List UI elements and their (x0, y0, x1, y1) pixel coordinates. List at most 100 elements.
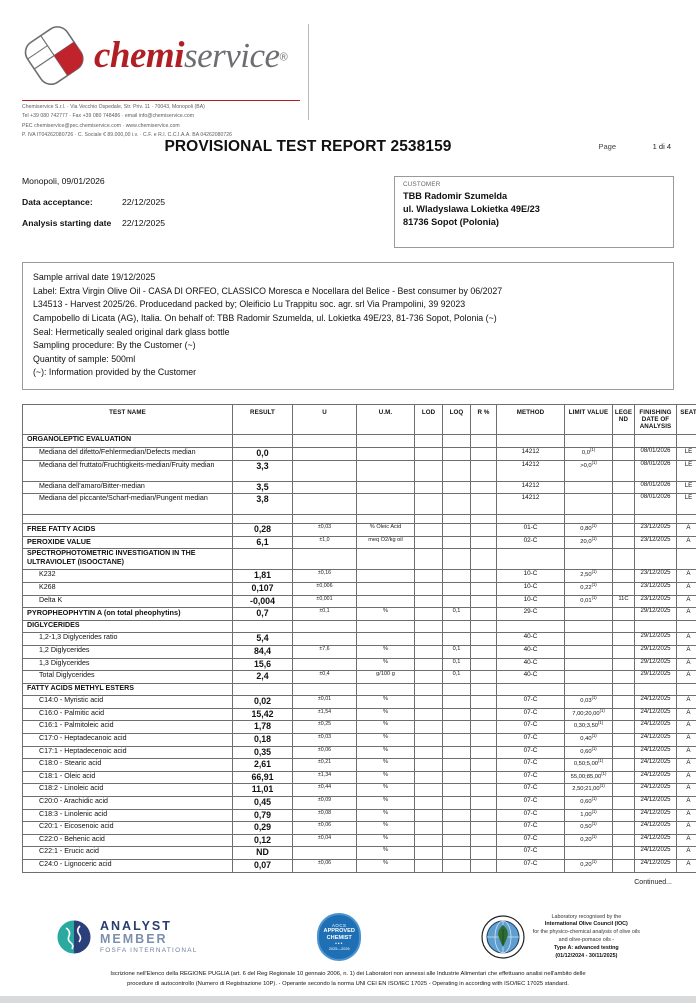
cell-um (356, 446, 415, 461)
cell-seat: LE (676, 480, 696, 495)
empty-cell (496, 682, 565, 697)
row-label: Delta K (39, 595, 63, 604)
cell-lod (414, 594, 443, 609)
empty-cell (414, 548, 443, 571)
empty-cell (470, 682, 497, 697)
cell-loq (442, 632, 471, 646)
cell-name: Mediana del piccante/Scharf-median/Punge… (22, 493, 233, 516)
empty-cell (634, 434, 677, 448)
cell-seat: LE (676, 493, 696, 516)
cell-name: C22:0 - Behenic acid (22, 833, 233, 848)
cell-name: PEROXIDE VALUE (22, 535, 233, 550)
empty-cell (470, 434, 497, 448)
cell-legend (612, 670, 635, 684)
cell-lod (414, 733, 443, 747)
cell-r (470, 796, 497, 810)
cell-method: 40-C (496, 632, 565, 646)
cell-legend (612, 480, 635, 495)
cell-name: Mediana del fruttato/Fruchtigkeits-media… (22, 459, 233, 482)
table-row: C24:0 - Lignoceric acid 0,07 ±0,06% 07-C 0,2… (22, 859, 696, 873)
cell-finish: 24/12/2025 (634, 833, 677, 848)
empty-cell (442, 434, 471, 448)
cell-um (356, 480, 415, 495)
table-section-header-row: FATTY ACIDS METHYL ESTERS (22, 682, 696, 697)
empty-cell (496, 619, 565, 634)
letterhead: chemiservice® (22, 0, 674, 120)
limit-footnote-marker: (1) (591, 733, 597, 739)
row-label: C17:0 - Heptadecanoic acid (39, 734, 127, 743)
cell-name: C20:1 - Eicosenoic acid (22, 821, 233, 835)
row-label: 1,3 Diglycerides (39, 658, 90, 667)
cell-limit: 55,00;85,00(1) (564, 770, 613, 785)
company-logo: chemiservice® (22, 24, 288, 86)
cell-u: ±1,0 (292, 535, 357, 550)
cell-method: 14212 (496, 493, 565, 516)
cell-limit: 0,80(1) (564, 523, 613, 537)
cell-legend (612, 821, 635, 835)
cell-name: C18:0 - Stearic acid (22, 758, 233, 772)
table-row: K268 0,107 ±0,006 10-C 0,22(1) 23/12/2025 A (22, 581, 696, 596)
table-row: PEROXIDE VALUE 6,1 ±1,0 meq O2/kg oil 02-C 20… (22, 535, 696, 550)
aocs-title: APPROVED CHEMIST (323, 928, 355, 941)
sample-line: Sampling procedure: By the Customer (~) (33, 340, 196, 351)
cell-result: ND (232, 846, 293, 860)
limit-footnote-marker: (1) (591, 808, 597, 814)
cell-result: 0,35 (232, 745, 293, 760)
limit-footnote-marker: (1) (591, 796, 597, 802)
cell-name: C17:0 - Heptadecanoic acid (22, 733, 233, 747)
empty-cell (356, 619, 415, 634)
page-number: 1 di 4 (652, 142, 671, 151)
cell-u: ±0,08 (292, 808, 357, 823)
cell-name: Total Diglycerides (22, 670, 233, 684)
limit-footnote-marker: (1) (591, 569, 597, 575)
cell-u: ±0,03 (292, 733, 357, 747)
empty-cell (442, 682, 471, 697)
fosfa-international: FOSFA INTERNATIONAL (100, 946, 198, 954)
cell-u (292, 632, 357, 646)
customer-box: CUSTOMER TBB Radomir Szumelda ul. Wladys… (394, 176, 674, 248)
cell-lod (414, 493, 443, 516)
page-title: PROVISIONAL TEST REPORT 2538159 (164, 138, 452, 155)
cell-um: % (356, 808, 415, 823)
cell-u: ±1,34 (292, 770, 357, 785)
empty-cell (22, 514, 233, 525)
cell-result: 11,01 (232, 783, 293, 798)
cell-u: ±0,04 (292, 833, 357, 848)
cell-method: 07-C (496, 783, 565, 798)
cell-result: 5,4 (232, 632, 293, 646)
cell-limit: 0,03(1) (564, 695, 613, 709)
cell-u (292, 480, 357, 495)
cell-r (470, 670, 497, 684)
ioc-text: Laboratory recognised by the Internation… (533, 914, 640, 961)
cell-um (356, 632, 415, 646)
limit-footnote-marker: (1) (591, 695, 597, 701)
customer-street: ul. Wladyslawa Lokietka 49E/23 (403, 204, 540, 215)
cell-name: C14:0 - Myristic acid (22, 695, 233, 709)
cell-method: 40-C (496, 644, 565, 659)
cell-method: 07-C (496, 796, 565, 810)
cell-name: K268 (22, 581, 233, 596)
cell-seat: A (676, 707, 696, 722)
continued-note: Continued... (634, 878, 672, 886)
ioc-line-2: International Olive Council (IOC) (544, 921, 628, 928)
cell-seat: A (676, 846, 696, 860)
cell-seat: A (676, 745, 696, 760)
ioc-line-1: Laboratory recognised by the (551, 913, 622, 920)
cell-name: 1,2 Diglycerides (22, 644, 233, 659)
cell-method: 07-C (496, 846, 565, 860)
empty-cell (232, 434, 293, 448)
cell-u: ±0,44 (292, 783, 357, 798)
footer-note-line-2: procedure di autocontrollo (Numero di Re… (127, 980, 569, 987)
table-row: C22:1 - Erucic acid ND% 07-C 24/12/2025 A (22, 846, 696, 860)
cell-finish: 24/12/2025 (634, 796, 677, 810)
sample-line: L34513 - Harvest 2025/26. Producedand pa… (33, 299, 466, 310)
cell-um: % (356, 859, 415, 873)
cell-loq: 0,1 (442, 644, 471, 659)
analysis-start-value: 22/12/2025 (122, 217, 166, 228)
table-row: C16:0 - Palmitic acid 15,42 ±1,54% 07-C 7,00… (22, 707, 696, 722)
cell-loq (442, 770, 471, 785)
cell-um (356, 493, 415, 516)
row-label: C20:0 - Arachidic acid (39, 797, 109, 806)
aocs-dots-icon: ••• (335, 940, 344, 947)
cell-loq (442, 569, 471, 583)
